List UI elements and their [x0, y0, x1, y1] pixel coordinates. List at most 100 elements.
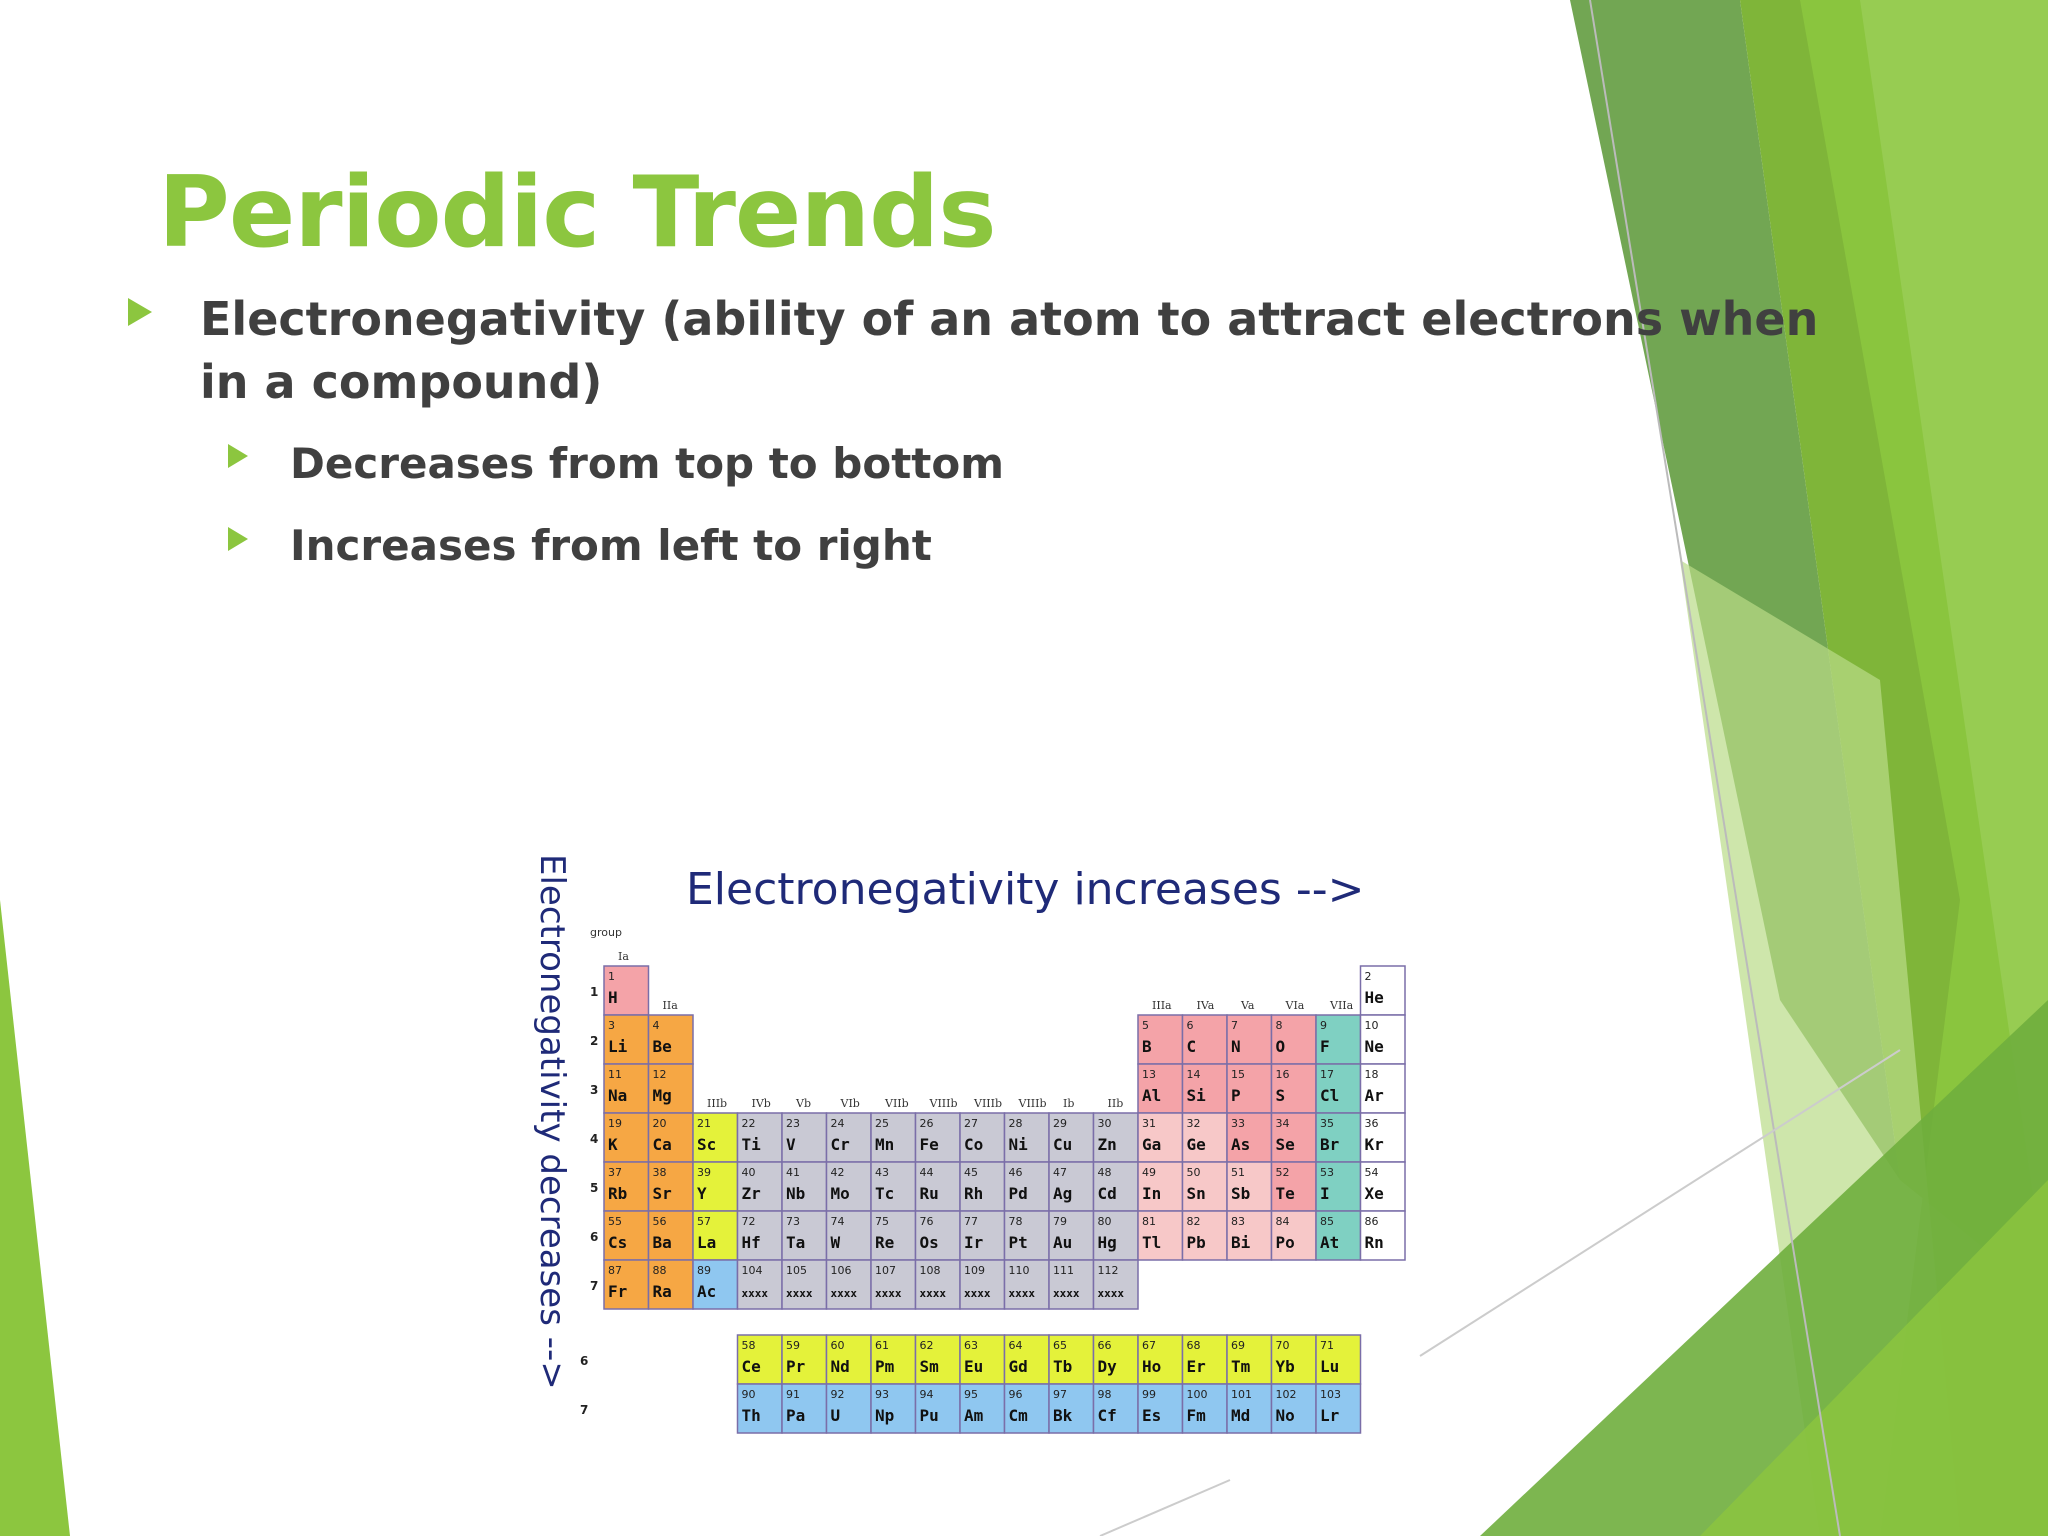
element-number: 12	[653, 1068, 667, 1081]
element-symbol: Ir	[964, 1233, 983, 1252]
element-symbol: H	[608, 988, 618, 1007]
element-number: 52	[1276, 1166, 1290, 1179]
element-symbol: Nd	[831, 1357, 850, 1376]
element-symbol: Ho	[1142, 1357, 1161, 1376]
element-symbol: Au	[1053, 1233, 1072, 1252]
element-number: 57	[697, 1215, 711, 1228]
element-cell	[870, 1383, 917, 1434]
element-number: 10	[1365, 1019, 1379, 1032]
element-symbol: Mg	[653, 1086, 672, 1105]
element-symbol: Sb	[1231, 1184, 1250, 1203]
element-symbol: Nb	[786, 1184, 805, 1203]
element-number: 38	[653, 1166, 667, 1179]
element-cell	[1048, 1112, 1095, 1163]
element-cell	[1181, 1161, 1228, 1212]
element-symbol: Md	[1231, 1406, 1250, 1425]
element-symbol: Si	[1187, 1086, 1207, 1105]
element-number: 14	[1187, 1068, 1201, 1081]
group-label: Va	[1240, 999, 1255, 1012]
element-number: 95	[964, 1388, 978, 1401]
deco-bottom-wedge-light	[1700, 1180, 2048, 1536]
element-cell	[870, 1112, 917, 1163]
element-number: 43	[875, 1166, 889, 1179]
group-label: VIIIb	[1018, 1097, 1047, 1110]
period-label: 3	[590, 1083, 598, 1097]
element-number: 109	[964, 1264, 985, 1277]
element-cell	[1092, 1259, 1139, 1310]
element-symbol: Ga	[1142, 1135, 1161, 1154]
element-cell	[1048, 1259, 1095, 1310]
periodic-table-title: Electronegativity increases -->	[686, 864, 1365, 915]
element-symbol: Lu	[1320, 1357, 1339, 1376]
group-label: IIb	[1108, 1097, 1124, 1110]
element-symbol: O	[1276, 1037, 1286, 1056]
element-number: 74	[831, 1215, 845, 1228]
element-symbol: Tm	[1231, 1357, 1251, 1376]
element-symbol: Re	[875, 1233, 894, 1252]
bullet-increases: Increases from left to right	[290, 521, 932, 570]
element-symbol: Mo	[831, 1184, 850, 1203]
element-number: 8	[1276, 1019, 1283, 1032]
element-symbol: Fm	[1187, 1406, 1207, 1425]
element-symbol: Pu	[920, 1406, 939, 1425]
element-number: 105	[786, 1264, 807, 1277]
element-number: 53	[1320, 1166, 1334, 1179]
element-number: 31	[1142, 1117, 1156, 1130]
element-number: 56	[653, 1215, 667, 1228]
element-symbol: xxxx	[1053, 1287, 1080, 1300]
element-number: 61	[875, 1339, 889, 1352]
element-number: 25	[875, 1117, 889, 1130]
element-cell	[825, 1210, 872, 1261]
element-number: 15	[1231, 1068, 1245, 1081]
element-symbol: Ti	[742, 1135, 762, 1154]
element-symbol: Pd	[1009, 1184, 1028, 1203]
element-number: 48	[1098, 1166, 1112, 1179]
element-cell	[825, 1112, 872, 1163]
element-number: 2	[1365, 970, 1372, 983]
element-cell	[1270, 1210, 1317, 1261]
element-symbol: Pm	[875, 1357, 895, 1376]
element-symbol: Sn	[1187, 1184, 1206, 1203]
element-cell	[1270, 1161, 1317, 1212]
element-number: 93	[875, 1388, 889, 1401]
group-label: Ib	[1063, 1097, 1074, 1110]
element-cell	[1137, 1334, 1184, 1385]
element-symbol: Hf	[742, 1233, 761, 1252]
element-symbol: Ta	[786, 1233, 805, 1252]
group-label: VIb	[840, 1097, 860, 1110]
element-number: 50	[1187, 1166, 1201, 1179]
element-number: 106	[831, 1264, 852, 1277]
element-symbol: Ca	[653, 1135, 672, 1154]
element-cell	[1092, 1210, 1139, 1261]
element-symbol: Pb	[1187, 1233, 1206, 1252]
element-symbol: Eu	[964, 1357, 983, 1376]
element-number: 27	[964, 1117, 978, 1130]
element-symbol: Al	[1142, 1086, 1161, 1105]
element-number: 99	[1142, 1388, 1156, 1401]
group-header: group	[590, 926, 622, 939]
element-symbol: Y	[697, 1184, 707, 1203]
element-number: 97	[1053, 1388, 1067, 1401]
element-number: 62	[920, 1339, 934, 1352]
element-symbol: Li	[608, 1037, 628, 1056]
element-symbol: Be	[653, 1037, 672, 1056]
element-number: 69	[1231, 1339, 1245, 1352]
group-label: Ia	[618, 950, 629, 963]
element-number: 91	[786, 1388, 800, 1401]
element-cell	[1137, 1112, 1184, 1163]
element-cell	[1226, 1014, 1273, 1065]
bullet-arrow-icon	[228, 527, 248, 551]
element-cell	[1315, 1112, 1362, 1163]
group-label: IIIb	[707, 1097, 727, 1110]
element-symbol: Xe	[1365, 1184, 1384, 1203]
element-number: 21	[697, 1117, 711, 1130]
element-cell	[1359, 1112, 1406, 1163]
element-symbol: Lr	[1320, 1406, 1339, 1425]
element-symbol: Ce	[742, 1357, 761, 1376]
actinide-period-label: 7	[580, 1403, 588, 1417]
element-symbol: xxxx	[786, 1287, 813, 1300]
element-number: 72	[742, 1215, 756, 1228]
element-number: 34	[1276, 1117, 1290, 1130]
period-label: 5	[590, 1181, 598, 1195]
element-cell	[1003, 1383, 1050, 1434]
